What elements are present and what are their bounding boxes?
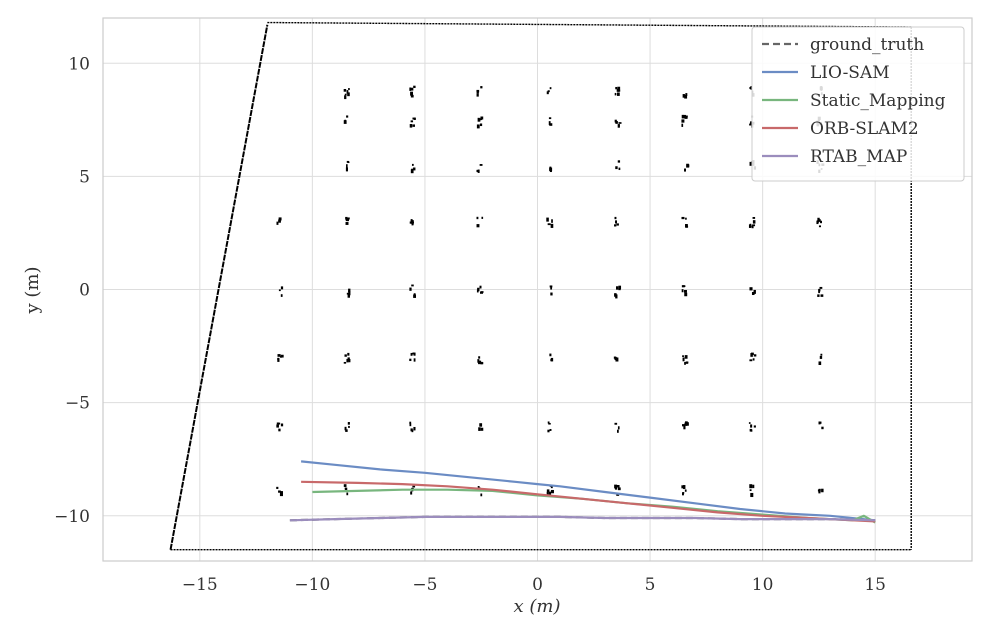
x-tick-label: 0: [532, 575, 543, 595]
y-tick-label: 5: [79, 167, 90, 187]
map-left-wall: [169, 24, 269, 550]
y-tick-label: 0: [79, 281, 90, 301]
map-pillar-points: [682, 355, 689, 365]
legend: ground_truth LIO-SAM Static_Mapping ORB-SLA…: [751, 26, 965, 182]
x-tick-label: −15: [182, 575, 218, 595]
map-pillar-points: [276, 422, 284, 432]
map-pillar-points: [344, 422, 350, 432]
trajectory-series: [289, 460, 876, 524]
map-pillar-points: [547, 421, 552, 433]
map-pillar-points: [818, 421, 824, 430]
legend-label: RTAB_MAP: [810, 147, 907, 167]
map-pillar-points: [681, 285, 688, 297]
map-pillar-points: [343, 115, 349, 124]
x-axis-label: x (m): [514, 596, 561, 617]
map-pillar-points: [817, 286, 824, 297]
legend-label: ORB-SLAM2: [810, 119, 919, 139]
y-tick-label: −5: [65, 394, 90, 414]
map-pillar-points: [614, 422, 620, 433]
series-line-lio-sam: [300, 460, 876, 522]
map-pillar-points: [548, 117, 553, 126]
x-tick-label: −10: [294, 575, 330, 595]
map-pillar-points: [748, 422, 756, 432]
map-pillar-points: [276, 217, 282, 225]
map-pillar-points: [682, 93, 688, 99]
map-pillar-points: [409, 85, 416, 98]
map-pillar-points: [410, 163, 416, 174]
x-tick-label: 10: [752, 575, 774, 595]
map-pillar-points: [477, 356, 484, 365]
x-axis-ticks: −15 −10 −5 0 5 10 15: [182, 575, 886, 595]
map-pillar-points: [817, 488, 824, 494]
legend-label: LIO-SAM: [810, 63, 890, 83]
map-pillar-points: [749, 484, 755, 498]
map-pillar-points: [476, 216, 484, 228]
map-pillar-points: [409, 219, 414, 226]
map-pillar-points: [549, 166, 553, 173]
plot-frame: [102, 17, 973, 562]
series-line-orb-slam2: [301, 480, 876, 523]
map-pillar-points: [614, 285, 622, 299]
map-pillar-points: [409, 352, 416, 362]
map-pillar-points: [276, 486, 283, 497]
map-pillar-points: [345, 216, 350, 225]
map-pillar-points: [343, 484, 349, 496]
map-pillar-points: [614, 119, 622, 128]
map-pillar-points: [278, 286, 284, 297]
x-tick-label: −5: [412, 575, 437, 595]
map-pillar-points: [546, 87, 552, 95]
x-tick-label: 5: [645, 575, 656, 595]
map-pillar-points: [681, 114, 688, 127]
map-pillar-points: [549, 353, 554, 362]
map-pillar-points: [476, 285, 484, 294]
map-pillar-points: [681, 485, 687, 496]
map-pillar-points: [818, 353, 823, 366]
series-line-rtab-map: [289, 515, 876, 522]
map-pillar-points: [476, 86, 483, 97]
map-pillar-points: [749, 287, 756, 296]
map-pillar-points: [476, 116, 484, 129]
map-pillar-points: [345, 160, 350, 172]
y-axis-ticks: −10 −5 0 5 10: [54, 54, 90, 527]
legend-label: ground_truth: [810, 35, 924, 55]
map-pillar-points: [343, 352, 351, 364]
y-tick-label: 10: [68, 54, 90, 74]
map-pillar-points: [684, 163, 690, 172]
map-pillar-points: [346, 288, 351, 298]
map-pillar-points: [546, 217, 554, 228]
map-pillar-points: [613, 356, 619, 362]
map-top-edge: [267, 21, 912, 28]
map-pillar-points: [343, 88, 350, 100]
y-tick-label: −10: [54, 507, 90, 527]
map-pillar-points: [614, 86, 621, 96]
map-pillar-points: [409, 117, 416, 128]
map-pillar-points: [682, 421, 689, 430]
x-tick-label: 15: [864, 575, 886, 595]
legend-box: [751, 26, 965, 182]
map-pillar-points: [816, 217, 822, 228]
map-pillar-points: [476, 164, 483, 173]
map-pillar-points: [549, 285, 553, 296]
map-pillar-points: [409, 421, 416, 433]
map-pillar-points: [748, 216, 756, 229]
map-pillar-points: [615, 160, 621, 171]
map-pillar-points: [614, 216, 619, 227]
map-pillar-points: [749, 352, 757, 362]
map-pillar-points: [478, 423, 484, 431]
legend-label: Static_Mapping: [810, 91, 946, 111]
y-axis-label: y (m): [22, 266, 43, 314]
map-pillar-points: [277, 354, 284, 362]
map-pillar-points: [681, 216, 689, 228]
map-pillar-points: [409, 284, 417, 298]
